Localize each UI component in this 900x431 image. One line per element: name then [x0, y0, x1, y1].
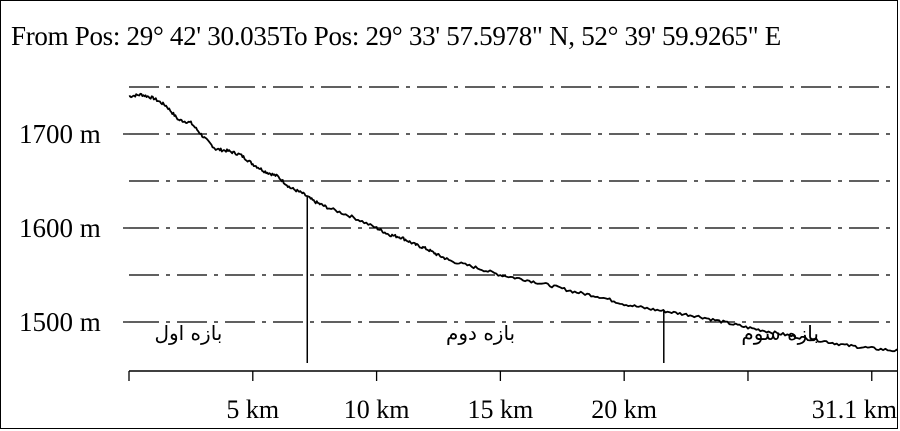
to-pos-value: 29° 33' 57.5978" N, 52° 39' 59.9265" E — [365, 21, 782, 51]
position-header: From Pos: 29° 42' 30.035To Pos: 29° 33' … — [11, 21, 781, 52]
series-layer — [128, 92, 897, 353]
grid-layer — [129, 86, 897, 323]
x-tick-label: 15 km — [468, 395, 534, 424]
segment-label: بازه دوم — [446, 321, 515, 345]
segment-labels: بازه اول بازه دوم بازه سوم — [154, 321, 819, 345]
y-axis: 1700 m 1600 m 1500 m — [19, 119, 129, 337]
from-pos-label: From Pos: — [11, 21, 121, 51]
y-tick-label: 1700 m — [19, 119, 101, 149]
to-pos-label: To Pos: — [279, 21, 360, 51]
from-pos-value: 29° 42' 30.035 — [126, 21, 281, 51]
y-tick-label: 1500 m — [19, 307, 101, 337]
segment-dividers — [306, 196, 665, 363]
x-tick-label: 5 km — [226, 395, 279, 424]
segment-label: بازه سوم — [741, 321, 819, 345]
x-tick-label: 31.1 km — [812, 395, 897, 424]
x-axis: 5 km 10 km 15 km 20 km 31.1 km — [128, 370, 897, 424]
x-tick-label: 10 km — [344, 395, 410, 424]
x-tick-label: 20 km — [591, 395, 657, 424]
y-tick-label: 1600 m — [19, 213, 101, 243]
elevation-line — [128, 92, 897, 353]
segment-label: بازه اول — [154, 321, 222, 345]
